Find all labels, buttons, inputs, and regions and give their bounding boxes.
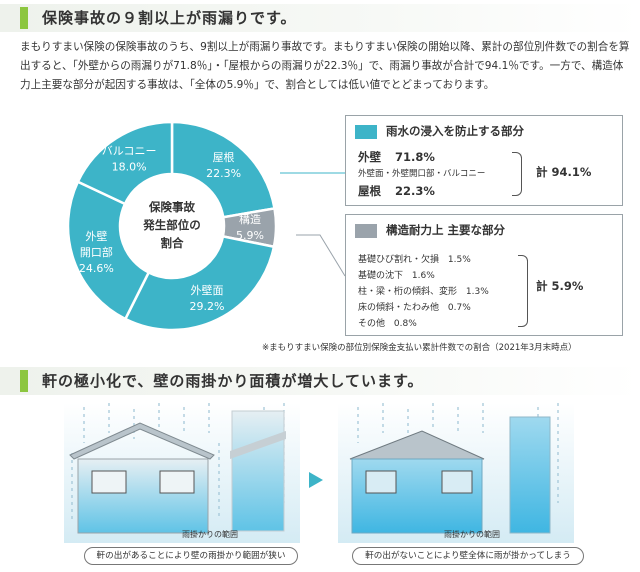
- wall-detail: [231, 410, 285, 532]
- rain-range-label-right: 雨掛かりの範囲: [444, 530, 500, 539]
- structure-item-label: 基礎の沈下: [358, 271, 404, 281]
- legend-brace-structure: [518, 255, 528, 327]
- caption-with-eaves: 軒の出があることにより壁の雨掛かり範囲が狭い: [84, 547, 298, 565]
- structure-item: 床の傾斜・たわみ他 0.7%: [358, 300, 471, 313]
- structure-item-label: 基礎ひび割れ・欠損: [358, 255, 440, 265]
- slice-name-label: バルコニー: [102, 144, 157, 157]
- accident-donut-chart: 保険事故 発生部位の 割合 屋根 22.3% 構造 5.9% 外壁面 29.2% 外壁開口部…: [66, 120, 278, 332]
- slice-value-label: 22.3%: [206, 167, 241, 180]
- structure-item-value: 1.6%: [411, 271, 435, 281]
- slice-name-label: 外壁: [85, 229, 107, 243]
- house-without-eaves-illustration: [338, 403, 574, 543]
- house-wall: [351, 458, 483, 534]
- legend-swatch-water: [355, 125, 377, 139]
- house-window: [441, 470, 473, 494]
- caption-without-eaves: 軒の出がないことにより壁全体に雨が掛かってしまう: [352, 547, 584, 565]
- structure-item-value: 0.7%: [447, 303, 471, 313]
- legend-item-wall-value: 71.8%: [395, 150, 435, 164]
- legend-box-water: 雨水の浸入を防止する部分 外壁 71.8% 外壁面・外壁開口部・バルコニー 屋根…: [345, 115, 623, 206]
- house-window: [365, 470, 397, 494]
- slice-name-label: 構造: [239, 212, 261, 226]
- slice-name-label: 屋根: [213, 150, 235, 164]
- legend-total-structure: 計 5.9%: [536, 279, 584, 293]
- section-heading-bar: 保険事故の９割以上が雨漏りです。: [0, 4, 640, 32]
- legend-item-roof-value: 22.3%: [395, 184, 435, 198]
- legend-item-roof-label: 屋根: [358, 184, 381, 198]
- house-window: [159, 470, 195, 494]
- rain-range-label-left: 雨掛かりの範囲: [182, 530, 238, 539]
- donut-hole: [120, 174, 224, 278]
- section-heading-bar: 軒の極小化で、壁の雨掛かり面積が増大しています。: [0, 367, 640, 395]
- structure-item: その他 0.8%: [358, 316, 417, 329]
- house-window: [91, 470, 127, 494]
- legend-swatch-structure: [355, 224, 377, 238]
- legend-item-wall-note: 外壁面・外壁開口部・バルコニー: [358, 169, 486, 179]
- center-label-line-1: 保険事故: [148, 200, 195, 214]
- structure-item: 柱・梁・桁の傾斜、変形 1.3%: [358, 284, 489, 297]
- connector-structure: [296, 234, 346, 277]
- legend-item-wall: 外壁 71.8%: [358, 149, 435, 165]
- slice-name-label: 外壁面: [190, 283, 223, 297]
- legend-total-water: 計 94.1%: [536, 165, 592, 179]
- structure-item-value: 1.5%: [447, 255, 471, 265]
- slice-value-label: 24.6%: [79, 262, 114, 275]
- legend-title-structure: 構造耐力上 主要な部分: [386, 223, 506, 237]
- house-wall: [77, 458, 209, 534]
- house-with-eaves-illustration: [64, 403, 300, 543]
- slice-value-label: 29.2%: [189, 300, 224, 313]
- legend-title-water: 雨水の浸入を防止する部分: [386, 124, 524, 138]
- eave-detail: [230, 431, 286, 459]
- wall-detail: [509, 416, 551, 534]
- legend-brace-water: [512, 152, 522, 196]
- heading-accent: [20, 370, 28, 392]
- structure-item-label: その他: [358, 319, 386, 329]
- intro-paragraph: まもりすまい保険の保険事故のうち、9割以上が雨漏り事故です。まもりすまい保険の開…: [20, 41, 630, 91]
- slice-name-label: 開口部: [80, 245, 113, 259]
- structure-item-label: 床の傾斜・たわみ他: [358, 303, 440, 313]
- section-title: 軒の極小化で、壁の雨掛かり面積が増大しています。: [42, 372, 424, 390]
- chart-footnote: ※まもりすまい保険の部位別保険金支払い累計件数での割合（2021年3月末時点）: [262, 343, 577, 353]
- structure-item: 基礎ひび割れ・欠損 1.5%: [358, 252, 471, 265]
- roof-eaves: [69, 422, 215, 460]
- slice-value-label: 18.0%: [112, 160, 147, 173]
- section-title: 保険事故の９割以上が雨漏りです。: [42, 9, 297, 27]
- structure-item-value: 0.8%: [393, 319, 417, 329]
- center-label-line-3: 割合: [161, 236, 184, 250]
- legend-box-structure: 構造耐力上 主要な部分 基礎ひび割れ・欠損 1.5% 基礎の沈下 1.6% 柱・…: [345, 214, 623, 336]
- legend-item-wall-label: 外壁: [358, 150, 381, 164]
- heading-accent: [20, 7, 28, 29]
- legend-item-roof: 屋根 22.3%: [358, 183, 435, 199]
- structure-item-value: 1.3%: [465, 287, 489, 297]
- arrow-right-icon: [309, 472, 323, 488]
- structure-item-label: 柱・梁・桁の傾斜、変形: [358, 287, 458, 297]
- slice-value-label: 5.9%: [236, 229, 264, 242]
- center-label-line-2: 発生部位の: [142, 218, 201, 232]
- structure-item: 基礎の沈下 1.6%: [358, 268, 435, 281]
